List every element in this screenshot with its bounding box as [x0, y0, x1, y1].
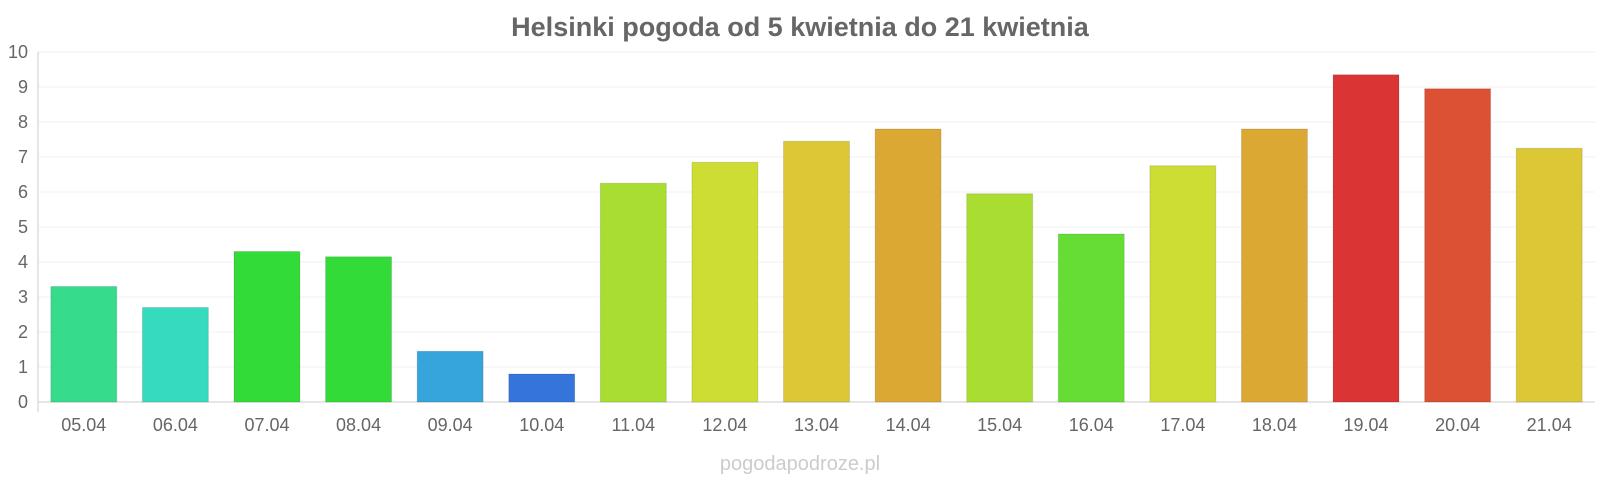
- bar-06.04: [141, 307, 209, 403]
- x-tick-label: 07.04: [244, 415, 289, 435]
- bar-15.04: [966, 193, 1034, 403]
- x-tick-label: 19.04: [1344, 415, 1389, 435]
- x-tick-label: 21.04: [1527, 415, 1572, 435]
- y-tick-label: 4: [18, 252, 28, 272]
- y-tick-label: 0: [18, 392, 28, 412]
- x-tick-label: 20.04: [1435, 415, 1480, 435]
- x-tick-label: 12.04: [702, 415, 747, 435]
- tick-labels: 0 1 2 3 4 5 6 7 8 9 10 05.04 06.04 07.04 08.04 09.04 10.…: [8, 42, 1572, 435]
- bar-09.04: [416, 350, 484, 403]
- x-tick-label: 09.04: [428, 415, 473, 435]
- y-tick-label: 3: [18, 287, 28, 307]
- bar-17.04: [1149, 165, 1217, 403]
- bar-19.04: [1332, 74, 1400, 403]
- x-tick-label: 18.04: [1252, 415, 1297, 435]
- y-tick-label: 10: [8, 42, 28, 62]
- x-tick-label: 08.04: [336, 415, 381, 435]
- x-tick-label: 10.04: [519, 415, 564, 435]
- x-tick-label: 17.04: [1160, 415, 1205, 435]
- x-tick-label: 16.04: [1069, 415, 1114, 435]
- y-tick-label: 2: [18, 322, 28, 342]
- x-tick-label: 06.04: [153, 415, 198, 435]
- bar-10.04: [508, 373, 576, 403]
- bar-21.04: [1515, 147, 1583, 403]
- x-tick-label: 14.04: [886, 415, 931, 435]
- bars: [50, 74, 1583, 403]
- bar-05.04: [50, 286, 118, 403]
- bar-20.04: [1424, 88, 1492, 403]
- bar-18.04: [1240, 128, 1308, 403]
- y-tick-label: 8: [18, 112, 28, 132]
- chart-title: Helsinki pogoda od 5 kwietnia do 21 kwie…: [511, 12, 1090, 42]
- x-tick-label: 11.04: [611, 415, 655, 435]
- bar-14.04: [874, 128, 942, 403]
- y-tick-label: 9: [18, 77, 28, 97]
- x-tick-label: 05.04: [61, 415, 106, 435]
- watermark: pogodapodroze.pl: [720, 453, 880, 475]
- y-tick-label: 6: [18, 182, 28, 202]
- bar-16.04: [1057, 233, 1125, 403]
- bar-11.04: [599, 182, 667, 403]
- x-tick-label: 13.04: [794, 415, 839, 435]
- bar-07.04: [233, 251, 301, 403]
- y-tick-label: 1: [18, 357, 28, 377]
- bar-13.04: [783, 140, 850, 403]
- bar-08.04: [325, 256, 393, 403]
- bar-12.04: [691, 161, 759, 403]
- y-tick-label: 7: [18, 147, 28, 167]
- x-tick-label: 15.04: [977, 415, 1022, 435]
- y-tick-label: 5: [18, 217, 28, 237]
